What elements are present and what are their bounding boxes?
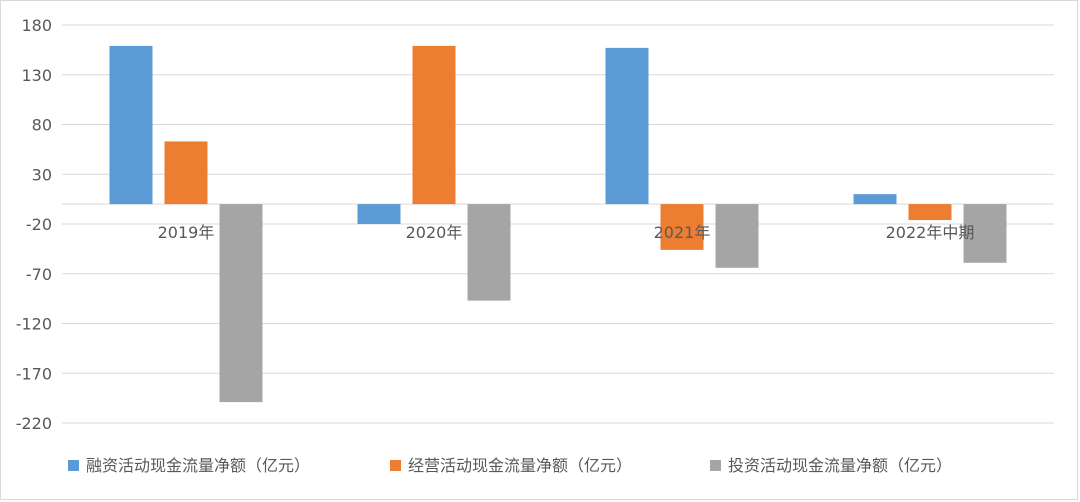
y-tick-label: -120 xyxy=(16,315,52,334)
bar-series-2-cat-3 xyxy=(660,204,704,250)
legend: 融资活动现金流量净额（亿元） 经营活动现金流量净额（亿元） 投资活动现金流量净额（亿… xyxy=(68,456,952,475)
x-category-label: 2021年 xyxy=(654,223,711,242)
legend-swatch xyxy=(390,460,401,471)
bar-series-1-cat-4 xyxy=(853,194,897,205)
y-tick-label: -170 xyxy=(16,364,52,383)
legend-label: 经营活动现金流量净额（亿元） xyxy=(408,456,632,475)
y-tick-label: 180 xyxy=(21,16,52,35)
legend-swatch xyxy=(710,460,721,471)
x-category-label: 2020年 xyxy=(406,223,463,242)
bar-series-3-cat-2 xyxy=(467,204,511,301)
bar-series-1-cat-2 xyxy=(357,204,401,224)
y-tick-label: -20 xyxy=(26,215,52,234)
bar-series-1-cat-3 xyxy=(605,47,649,205)
bar-series-2-cat-4 xyxy=(908,204,952,221)
bar-series-2-cat-1 xyxy=(164,141,208,205)
y-tick-label: -70 xyxy=(26,265,52,284)
legend-label: 投资活动现金流量净额（亿元） xyxy=(728,456,952,475)
bar-series-3-cat-3 xyxy=(715,204,759,268)
y-tick-label: -220 xyxy=(16,414,52,433)
bar-series-3-cat-4 xyxy=(963,204,1007,263)
y-axis-ticks: 180 130 80 30 -20 -70 -120 -170 -220 xyxy=(16,16,52,433)
bar-series-1-cat-1 xyxy=(109,45,153,205)
y-tick-label: 30 xyxy=(32,165,52,184)
legend-label: 融资活动现金流量净额（亿元） xyxy=(86,456,310,475)
y-tick-label: 130 xyxy=(21,66,52,85)
bar-series-2-cat-2 xyxy=(412,45,456,205)
bars xyxy=(109,45,1007,403)
x-axis-categories: 2019年 2020年 2021年 2022年中期 xyxy=(158,223,975,242)
x-category-label: 2019年 xyxy=(158,223,215,242)
x-category-label: 2022年中期 xyxy=(886,223,975,242)
legend-swatch xyxy=(68,460,79,471)
y-tick-label: 80 xyxy=(32,116,52,135)
bar-series-3-cat-1 xyxy=(219,204,263,403)
